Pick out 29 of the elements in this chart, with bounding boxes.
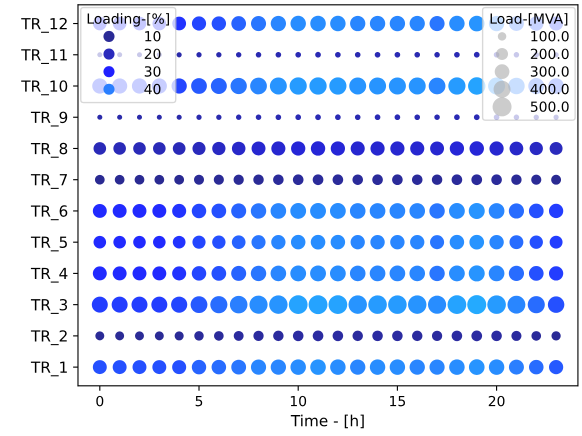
- y-tick-label: TR_7: [30, 174, 67, 189]
- y-tick-label: TR_3: [30, 298, 68, 314]
- y-tick-label: TR_8: [30, 142, 68, 158]
- y-tick-label: TR_10: [21, 80, 68, 96]
- x-tick-label: 0: [96, 396, 104, 406]
- legend-label: 400.0: [530, 84, 569, 94]
- legend-label: 300.0: [530, 66, 569, 77]
- legend-label: 100.0: [531, 30, 569, 42]
- y-tick-label: TR_2: [30, 330, 67, 346]
- y-tick-label: TR_1: [30, 362, 67, 376]
- legend-label: 30: [144, 66, 160, 77]
- legend-label: 500.0: [530, 101, 569, 112]
- x-tick-label: 20: [488, 396, 504, 406]
- y-tick-label: TR_6: [30, 205, 68, 220]
- legend-label: 200.0: [530, 48, 569, 60]
- x-tick-label: 10: [290, 396, 306, 406]
- legend-title: Loading-[%]: [88, 13, 169, 27]
- annotation: Load-[MVA]: [490, 13, 568, 26]
- legend-label: 10: [145, 30, 160, 42]
- y-tick-label: TR_5: [30, 236, 67, 252]
- x-axis-title: Time - [h]: [290, 414, 364, 428]
- legend-label: 40: [144, 84, 160, 94]
- y-tick-label: TR_4: [30, 268, 68, 283]
- y-tick-label: TR_11: [21, 49, 67, 64]
- x-tick-label: 15: [390, 396, 406, 406]
- x-tick-label: 5: [196, 396, 202, 406]
- y-tick-label: TR_12: [21, 18, 67, 33]
- legend-label: 20: [144, 48, 160, 60]
- y-tick-label: TR_9: [30, 112, 68, 127]
